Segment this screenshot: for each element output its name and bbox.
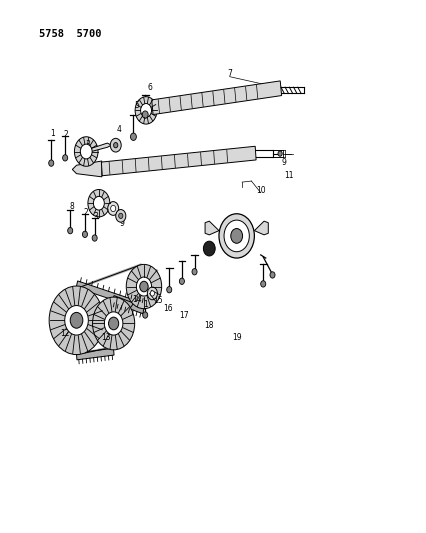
Text: 16: 16 bbox=[163, 304, 173, 313]
Circle shape bbox=[113, 142, 118, 148]
Circle shape bbox=[139, 281, 148, 292]
Text: 5: 5 bbox=[134, 101, 139, 110]
Polygon shape bbox=[76, 348, 114, 360]
Text: 2: 2 bbox=[63, 130, 68, 139]
Circle shape bbox=[65, 305, 88, 335]
Circle shape bbox=[140, 103, 151, 117]
Text: 15: 15 bbox=[153, 296, 163, 305]
Text: 11: 11 bbox=[284, 171, 294, 180]
Circle shape bbox=[192, 269, 197, 275]
Circle shape bbox=[269, 272, 274, 278]
Circle shape bbox=[142, 111, 148, 118]
Text: 1: 1 bbox=[144, 300, 148, 309]
Circle shape bbox=[166, 287, 171, 293]
Text: 17: 17 bbox=[179, 311, 188, 320]
Polygon shape bbox=[101, 146, 256, 176]
Text: 4: 4 bbox=[116, 125, 121, 134]
Polygon shape bbox=[151, 81, 281, 115]
Text: 1: 1 bbox=[49, 129, 55, 138]
Circle shape bbox=[108, 317, 118, 330]
Circle shape bbox=[63, 155, 68, 161]
Circle shape bbox=[135, 96, 157, 124]
Circle shape bbox=[80, 144, 92, 159]
Text: 8: 8 bbox=[69, 203, 74, 212]
Circle shape bbox=[49, 160, 54, 166]
Text: 18: 18 bbox=[204, 321, 213, 330]
Circle shape bbox=[260, 281, 265, 287]
Polygon shape bbox=[76, 281, 145, 310]
Polygon shape bbox=[204, 221, 219, 235]
Circle shape bbox=[49, 286, 104, 354]
Text: 13: 13 bbox=[101, 333, 110, 342]
Text: 5758  5700: 5758 5700 bbox=[38, 29, 101, 39]
Polygon shape bbox=[91, 143, 111, 151]
Polygon shape bbox=[254, 221, 268, 235]
Polygon shape bbox=[112, 296, 144, 314]
Text: 19: 19 bbox=[232, 333, 242, 342]
Text: 9: 9 bbox=[281, 158, 286, 167]
Circle shape bbox=[142, 312, 147, 318]
Circle shape bbox=[74, 137, 98, 166]
Circle shape bbox=[179, 278, 184, 285]
Circle shape bbox=[92, 235, 97, 241]
Circle shape bbox=[93, 196, 104, 210]
Circle shape bbox=[126, 264, 161, 309]
Circle shape bbox=[203, 241, 215, 256]
Circle shape bbox=[224, 220, 249, 252]
Circle shape bbox=[130, 133, 136, 140]
Text: 10: 10 bbox=[255, 185, 265, 195]
Circle shape bbox=[82, 231, 87, 238]
Circle shape bbox=[107, 201, 118, 215]
Text: 12: 12 bbox=[60, 329, 70, 338]
Circle shape bbox=[147, 287, 157, 300]
Circle shape bbox=[118, 213, 123, 219]
Circle shape bbox=[110, 205, 115, 212]
Circle shape bbox=[115, 209, 126, 222]
Text: 3: 3 bbox=[93, 212, 98, 221]
Text: 14: 14 bbox=[132, 295, 141, 304]
Circle shape bbox=[150, 291, 154, 296]
Circle shape bbox=[219, 214, 254, 258]
Text: 2: 2 bbox=[83, 208, 88, 217]
Circle shape bbox=[104, 312, 123, 335]
Text: 9: 9 bbox=[119, 219, 124, 228]
Circle shape bbox=[92, 297, 134, 350]
Circle shape bbox=[68, 228, 72, 234]
Polygon shape bbox=[72, 161, 101, 177]
Text: 7: 7 bbox=[227, 69, 231, 78]
Circle shape bbox=[88, 190, 109, 217]
Text: 6: 6 bbox=[147, 83, 152, 92]
Circle shape bbox=[277, 151, 282, 156]
Circle shape bbox=[230, 229, 242, 243]
Circle shape bbox=[70, 312, 83, 328]
Text: 3: 3 bbox=[86, 140, 91, 149]
Circle shape bbox=[136, 277, 151, 296]
Circle shape bbox=[110, 139, 121, 152]
